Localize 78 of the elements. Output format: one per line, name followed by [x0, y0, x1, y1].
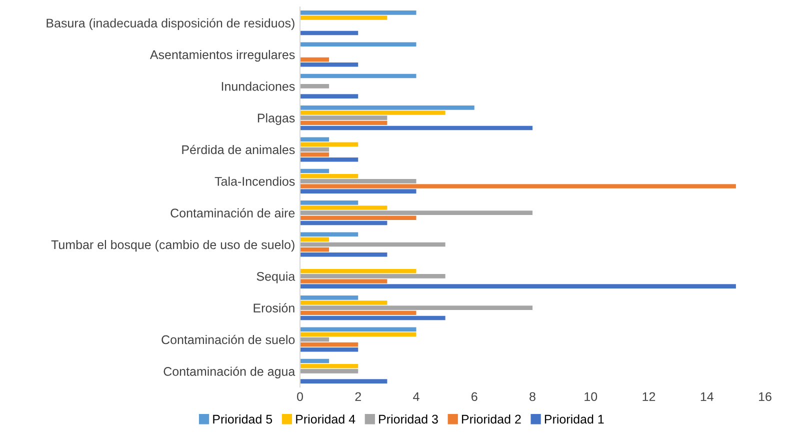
bar: [300, 337, 330, 342]
bar: [300, 327, 416, 332]
bar: [300, 379, 388, 384]
bar: [300, 74, 416, 78]
bar: [300, 120, 388, 126]
bar: [300, 10, 416, 15]
bar: [300, 332, 416, 337]
bar: [300, 84, 330, 88]
bar: [300, 316, 446, 320]
bar: [300, 268, 416, 274]
bar: [300, 210, 532, 215]
bar: [300, 206, 388, 210]
y-tick-label: Tala-Incendios: [214, 176, 295, 186]
bar: [300, 242, 446, 247]
x-tick-label: 14: [700, 392, 714, 401]
x-tick-label: 10: [584, 392, 598, 402]
x-tick-label: 4: [413, 392, 420, 401]
bar: [300, 184, 736, 188]
bar: [300, 147, 330, 152]
y-tick-label: Erosión: [254, 303, 294, 312]
bar: [300, 200, 358, 205]
bar: [300, 369, 358, 374]
bar: [300, 57, 330, 62]
bar: [300, 168, 330, 174]
bar: [300, 179, 416, 184]
y-tick-label: Contaminación de agua: [164, 366, 296, 378]
bar: [300, 189, 416, 194]
y-tick-label: Basura (inadecuada disposición de residuos): [46, 18, 294, 30]
bar: [300, 152, 330, 157]
x-tick-label: 6: [472, 392, 478, 402]
y-tick-label: Asentamientos irregulares: [150, 50, 295, 62]
legend-label: Prioridad 1: [544, 414, 604, 424]
legend-label: Prioridad 3: [379, 414, 438, 424]
bar: [300, 279, 388, 284]
bar: [300, 116, 388, 120]
bar: [300, 306, 532, 310]
legend-label: Prioridad 4: [296, 414, 356, 424]
bar: [300, 232, 358, 237]
y-tick-label: Sequia: [256, 272, 296, 284]
y-tick-label: Contaminación de aire: [170, 208, 295, 218]
bar: [300, 237, 330, 242]
bar: [300, 42, 416, 47]
bar: [300, 157, 358, 162]
x-tick-label: 12: [642, 392, 656, 401]
bar: [300, 347, 358, 352]
legend-label: Prioridad 2: [462, 414, 521, 424]
y-tick-label: Plagas: [258, 113, 295, 125]
bar: [300, 364, 358, 368]
x-tick-label: 2: [355, 392, 361, 401]
bar: [300, 358, 330, 364]
x-tick-label: 16: [759, 392, 772, 402]
bar: [300, 94, 358, 98]
bar: [300, 126, 532, 130]
bar: [300, 274, 446, 278]
x-tick-label: 8: [530, 392, 536, 402]
legend-label: Prioridad 5: [213, 414, 272, 424]
bar: [300, 216, 416, 220]
bar: [300, 300, 388, 305]
bar: [300, 137, 330, 142]
bar: [300, 284, 736, 288]
bar: [300, 247, 330, 252]
bar: [300, 296, 358, 300]
bar: [300, 30, 358, 36]
x-tick-label: 0: [297, 392, 303, 402]
y-tick-label: Tumbar el bosque (cambio de uso de suelo): [51, 240, 294, 252]
y-tick-label: Pérdida de animales: [182, 144, 295, 154]
bar: [300, 220, 388, 226]
bar: [300, 110, 446, 115]
bar: [300, 342, 358, 347]
bar: [300, 62, 358, 67]
y-tick-label: Contaminación de suelo: [162, 334, 295, 344]
bar: [300, 310, 416, 316]
bar: [300, 174, 358, 178]
bar: [300, 16, 388, 20]
bar: [300, 142, 358, 147]
y-tick-label: Inundaciones: [222, 82, 295, 91]
bar: [300, 106, 474, 110]
bar: [300, 252, 388, 257]
